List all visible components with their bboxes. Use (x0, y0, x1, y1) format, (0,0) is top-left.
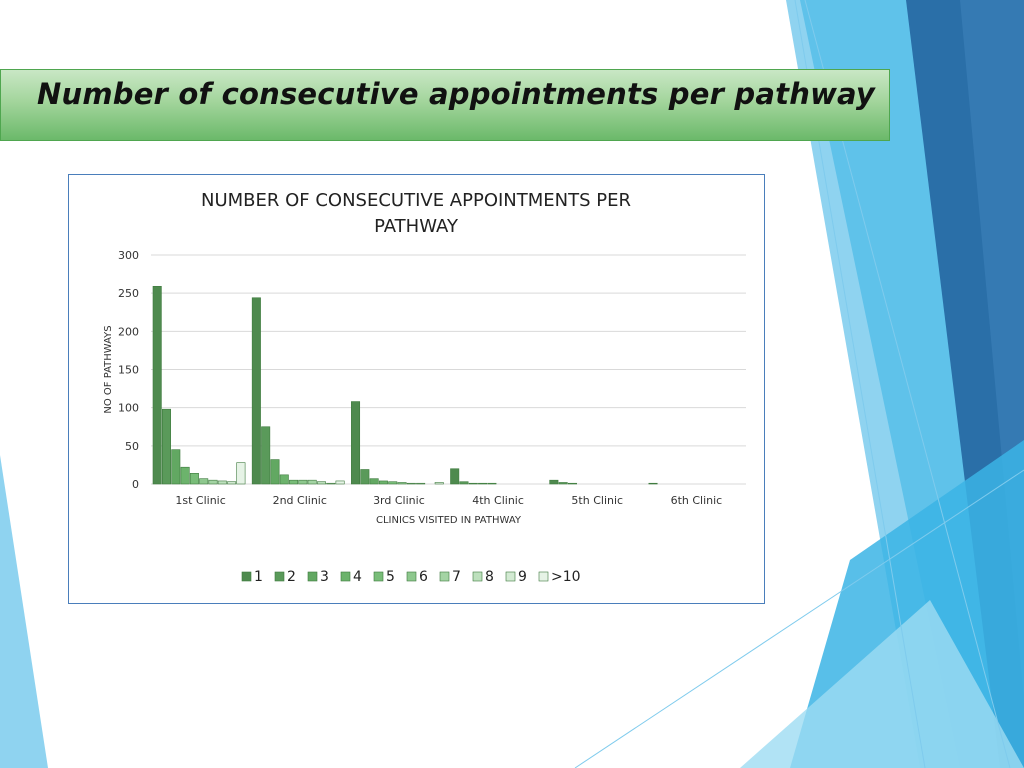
legend-swatch (307, 571, 318, 582)
legend-swatch (505, 571, 516, 582)
bar (279, 474, 289, 485)
deco-shape-light-left (0, 455, 48, 768)
slide-title-bar (0, 69, 890, 141)
bar (289, 479, 299, 485)
deco-shape-bottom-light (740, 600, 1024, 768)
legend-swatch (406, 571, 417, 582)
x-tick-label: 2nd Clinic (273, 494, 327, 507)
bar (360, 469, 370, 485)
legend-swatch (538, 571, 549, 582)
legend-label: 1 (254, 569, 263, 585)
y-axis-title: NO OF PATHWAYS (103, 325, 114, 413)
bar (388, 481, 398, 485)
bar (567, 482, 577, 485)
bar (326, 482, 336, 485)
bar (459, 481, 469, 485)
legend-label: 8 (485, 569, 494, 585)
legend-swatch (439, 571, 450, 582)
legend-label: 9 (518, 569, 527, 585)
bar (335, 480, 345, 485)
bar (558, 482, 568, 485)
legend-label: 7 (452, 569, 461, 585)
legend-label: 3 (320, 569, 329, 585)
bar (251, 297, 261, 485)
bar (270, 459, 280, 485)
x-tick-label: 1st Clinic (175, 494, 225, 507)
bar (369, 478, 379, 485)
legend-label: >10 (551, 569, 581, 585)
chart-title-line: NUMBER OF CONSECUTIVE APPOINTMENTS PER (201, 190, 631, 211)
bar (434, 482, 444, 485)
bar (378, 480, 388, 485)
deco-line-3 (574, 469, 1024, 768)
x-tick-label: 4th Clinic (472, 494, 524, 507)
bar (298, 479, 308, 485)
slide-title: Number of consecutive appointments per p… (37, 77, 876, 111)
bar-chart: NUMBER OF CONSECUTIVE APPOINTMENTS PER PA… (103, 190, 746, 585)
bar (261, 426, 271, 485)
bar (648, 482, 658, 485)
bar (487, 482, 497, 485)
bar (217, 480, 227, 485)
bar (208, 479, 218, 485)
x-tick-label: 3rd Clinic (373, 494, 425, 507)
chart-frame (68, 174, 765, 604)
y-tick-label: 300 (118, 249, 139, 262)
x-axis-title: CLINICS VISITED IN PATHWAY (376, 515, 522, 526)
y-tick-label: 50 (125, 440, 139, 453)
bar (227, 481, 237, 485)
bar (236, 462, 246, 485)
legend-label: 4 (353, 569, 362, 585)
legend-swatch (274, 571, 285, 582)
bar (450, 468, 460, 485)
legend-label: 6 (419, 569, 428, 585)
bar (351, 401, 361, 485)
legend-swatch (241, 571, 252, 582)
bar (152, 285, 162, 485)
bar (468, 482, 478, 485)
legend-label: 5 (386, 569, 395, 585)
legend-label: 2 (287, 569, 296, 585)
bar (406, 482, 416, 485)
bar (189, 473, 199, 485)
legend-swatch (340, 571, 351, 582)
y-tick-label: 200 (118, 325, 139, 338)
bar (307, 479, 317, 485)
y-tick-label: 150 (118, 364, 139, 377)
legend-swatch (472, 571, 483, 582)
bar (316, 481, 326, 485)
bar (549, 479, 559, 485)
bar (478, 482, 488, 485)
bar (180, 466, 190, 485)
x-tick-label: 5th Clinic (571, 494, 623, 507)
bar (416, 482, 426, 485)
bar (171, 449, 181, 485)
chart-title-line: PATHWAY (374, 216, 459, 237)
bar (162, 408, 172, 485)
x-tick-label: 6th Clinic (671, 494, 723, 507)
y-tick-label: 100 (118, 402, 139, 415)
y-tick-label: 0 (132, 478, 139, 491)
bar (397, 482, 407, 485)
legend-swatch (373, 571, 384, 582)
y-tick-label: 250 (118, 287, 139, 300)
bar (199, 478, 209, 485)
